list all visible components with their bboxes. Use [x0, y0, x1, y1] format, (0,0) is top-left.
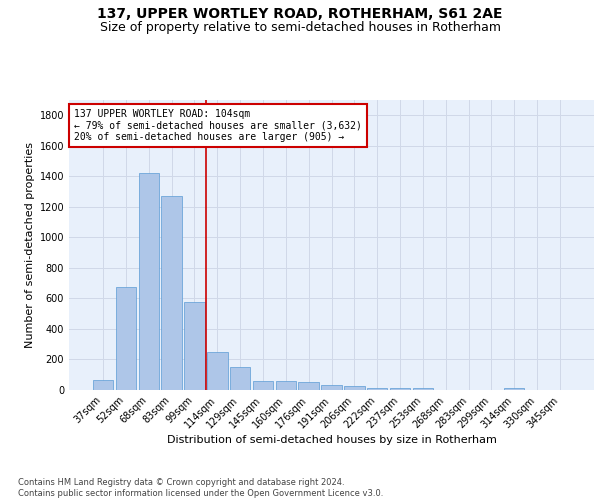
Y-axis label: Number of semi-detached properties: Number of semi-detached properties	[25, 142, 35, 348]
Text: 137 UPPER WORTLEY ROAD: 104sqm
← 79% of semi-detached houses are smaller (3,632): 137 UPPER WORTLEY ROAD: 104sqm ← 79% of …	[74, 108, 362, 142]
Bar	[321, 386, 342, 390]
Bar	[116, 287, 136, 390]
Bar	[207, 352, 227, 390]
Bar	[161, 196, 182, 390]
Text: Size of property relative to semi-detached houses in Rotherham: Size of property relative to semi-detach…	[100, 21, 500, 34]
Bar	[139, 174, 159, 390]
Text: 137, UPPER WORTLEY ROAD, ROTHERHAM, S61 2AE: 137, UPPER WORTLEY ROAD, ROTHERHAM, S61 …	[97, 8, 503, 22]
Bar	[413, 388, 433, 390]
Bar	[367, 388, 388, 390]
Bar	[184, 302, 205, 390]
Bar	[298, 382, 319, 390]
Bar	[253, 380, 273, 390]
Bar	[390, 388, 410, 390]
Bar	[344, 386, 365, 390]
X-axis label: Distribution of semi-detached houses by size in Rotherham: Distribution of semi-detached houses by …	[167, 436, 496, 446]
Bar	[93, 380, 113, 390]
Text: Contains HM Land Registry data © Crown copyright and database right 2024.
Contai: Contains HM Land Registry data © Crown c…	[18, 478, 383, 498]
Bar	[275, 381, 296, 390]
Bar	[504, 388, 524, 390]
Bar	[230, 367, 250, 390]
